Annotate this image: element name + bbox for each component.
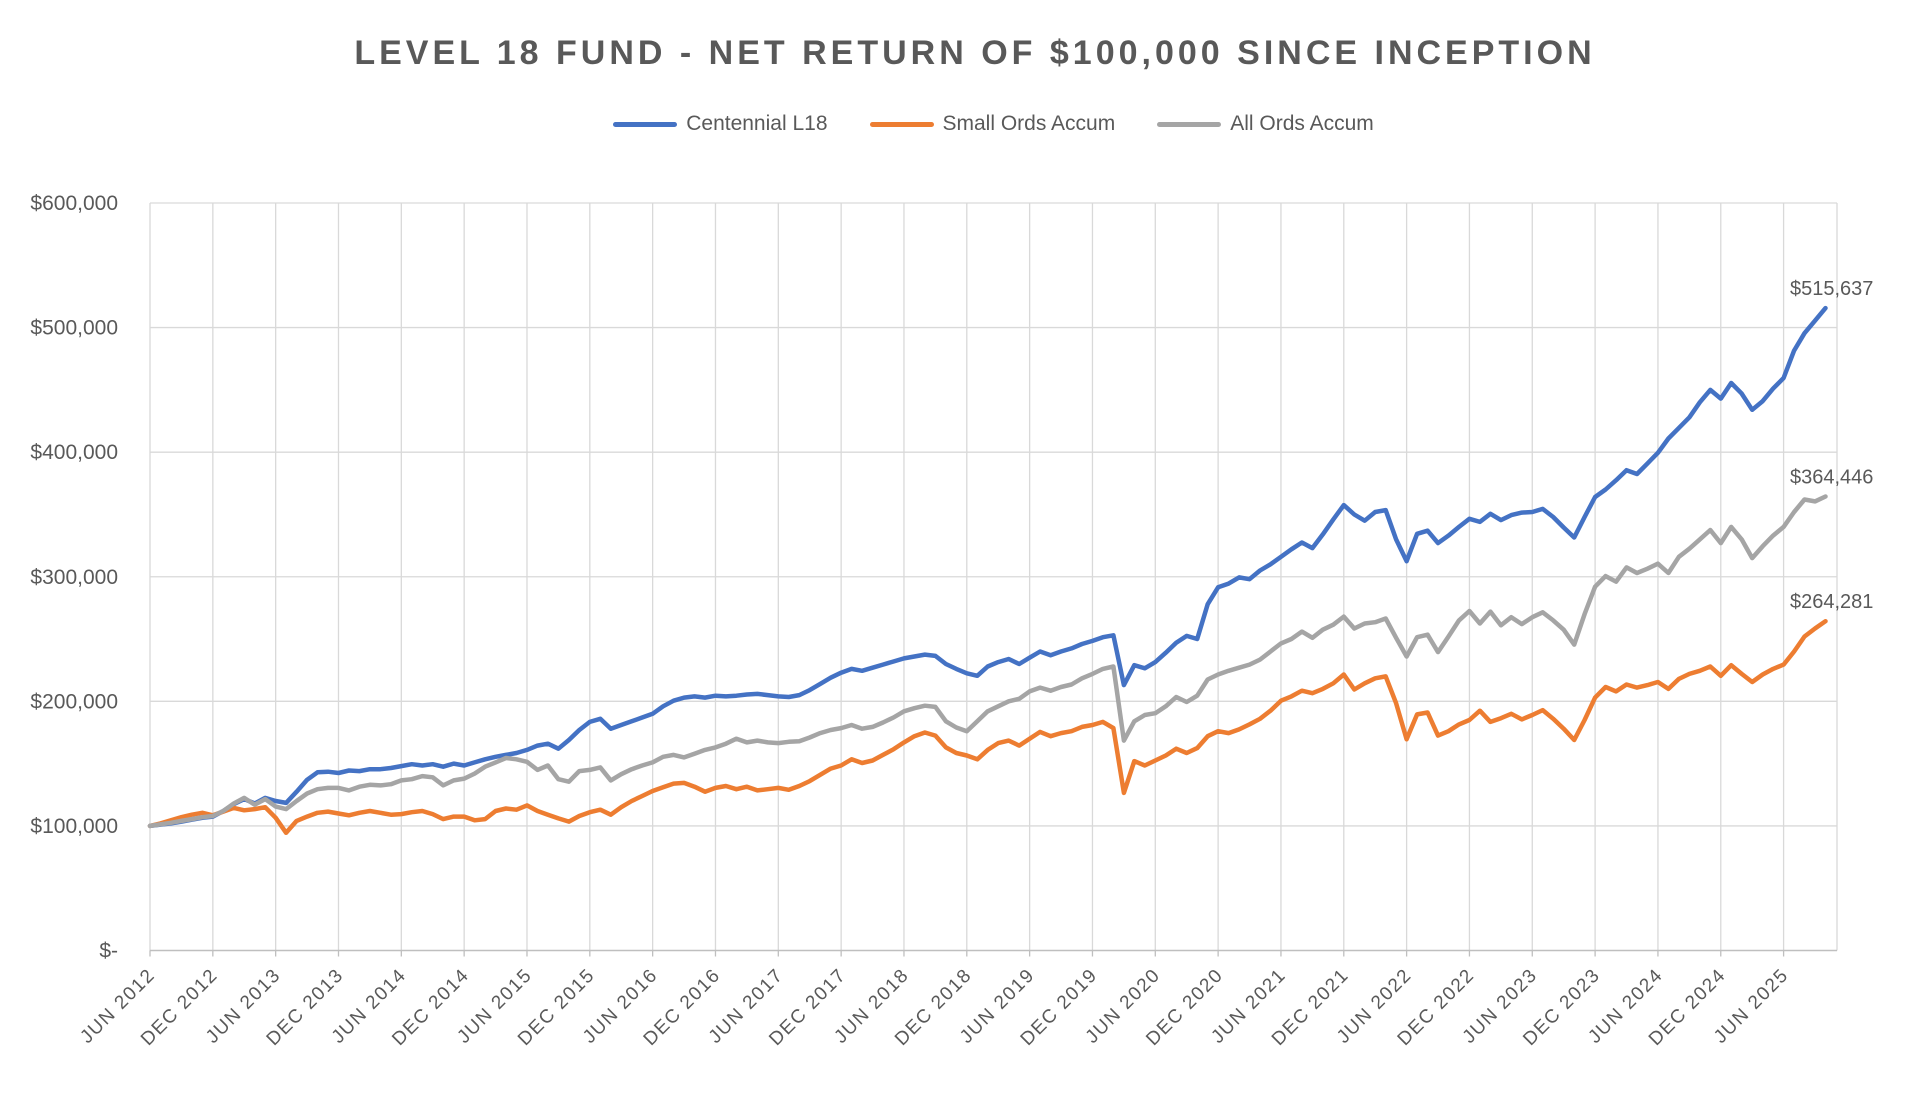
legend-label: Centennial L18 (686, 112, 828, 135)
series-end-value-label: $364,446 (1790, 466, 1873, 488)
legend-line-swatch-icon (1157, 121, 1222, 127)
y-axis-tick-label: $400,000 (30, 441, 118, 464)
series-line-centennial-l18 (147, 305, 1828, 829)
series-lines (147, 305, 1828, 836)
legend-label: Small Ords Accum (942, 112, 1116, 135)
legend-item-small-ords-accum: Small Ords Accum (869, 112, 1116, 136)
series-end-value-label: $264,281 (1790, 591, 1873, 613)
series-line-all-ords-accum (147, 494, 1828, 829)
legend-line-swatch-icon (613, 121, 678, 127)
chart-title: LEVEL 18 FUND - NET RETURN OF $100,000 S… (354, 34, 1595, 72)
legend-item-all-ords-accum: All Ords Accum (1157, 112, 1374, 136)
series-end-value-label: $515,637 (1790, 278, 1873, 300)
y-axis-tick-label: $300,000 (30, 566, 118, 589)
legend: Centennial L18 Small Ords Accum All Ords… (150, 112, 1837, 136)
series-end-labels: $515,637 $264,281 $364,446 (1790, 278, 1873, 613)
legend-item-centennial-l18: Centennial L18 (613, 112, 828, 136)
y-axis-tick-label: $500,000 (30, 317, 118, 340)
y-axis-tick-label: $600,000 (30, 192, 118, 215)
y-axis-tick-label: $- (99, 940, 118, 963)
legend-label: All Ords Accum (1230, 112, 1374, 135)
series-line-small-ords-accum (147, 618, 1828, 836)
y-axis-tick-label: $100,000 (30, 815, 118, 838)
gridlines (149, 202, 1838, 957)
legend-line-swatch-icon (869, 121, 934, 127)
y-axis-tick-label: $200,000 (30, 690, 118, 713)
